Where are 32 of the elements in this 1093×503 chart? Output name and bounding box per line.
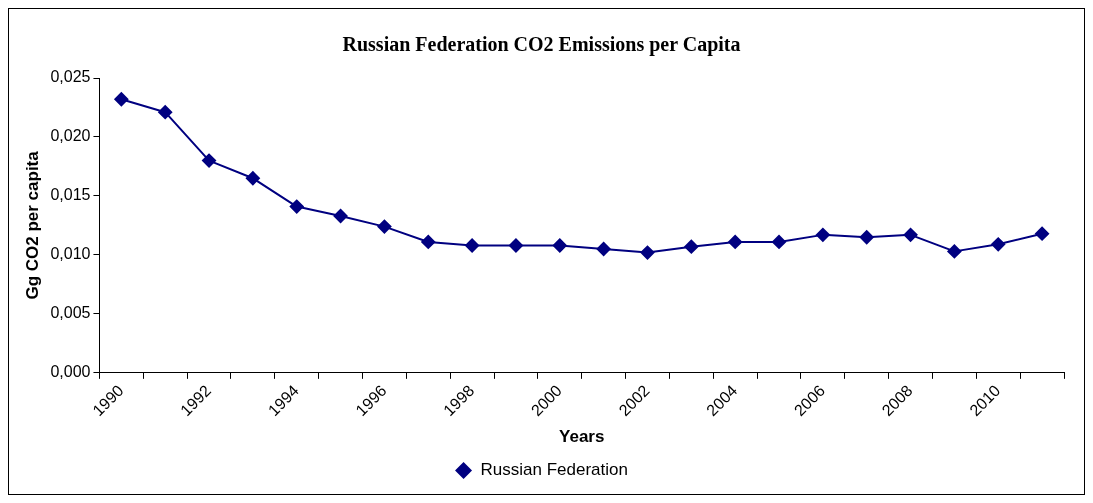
y-tick-label: 0,025 — [50, 68, 91, 86]
point — [903, 227, 918, 242]
point — [1035, 226, 1050, 241]
point — [114, 92, 129, 107]
point — [465, 238, 480, 253]
point — [552, 238, 567, 253]
point — [158, 105, 173, 120]
x-axis-title: Years — [559, 427, 605, 447]
point — [421, 234, 436, 249]
point — [815, 227, 830, 242]
point — [333, 208, 348, 223]
point — [859, 230, 874, 245]
point — [772, 234, 787, 249]
point — [202, 153, 217, 168]
point — [640, 245, 655, 260]
point — [508, 238, 523, 253]
point — [245, 171, 260, 186]
y-axis-title: Gg CO2 per capita — [22, 150, 42, 300]
point — [289, 199, 304, 214]
point — [596, 242, 611, 257]
legend-label: Russian Federation — [480, 460, 628, 480]
point — [991, 237, 1006, 252]
point — [684, 239, 699, 254]
chart-title: Russian Federation CO2 Emissions per Capita — [342, 33, 741, 57]
y-tick-label: 0,020 — [50, 127, 91, 145]
point — [947, 244, 962, 259]
y-tick-label: 0,000 — [50, 363, 91, 381]
y-tick-label: 0,015 — [50, 186, 91, 204]
y-tick-label: 0,005 — [50, 304, 91, 322]
y-tick-label: 0,010 — [50, 245, 91, 263]
point — [728, 234, 743, 249]
point — [377, 219, 392, 234]
